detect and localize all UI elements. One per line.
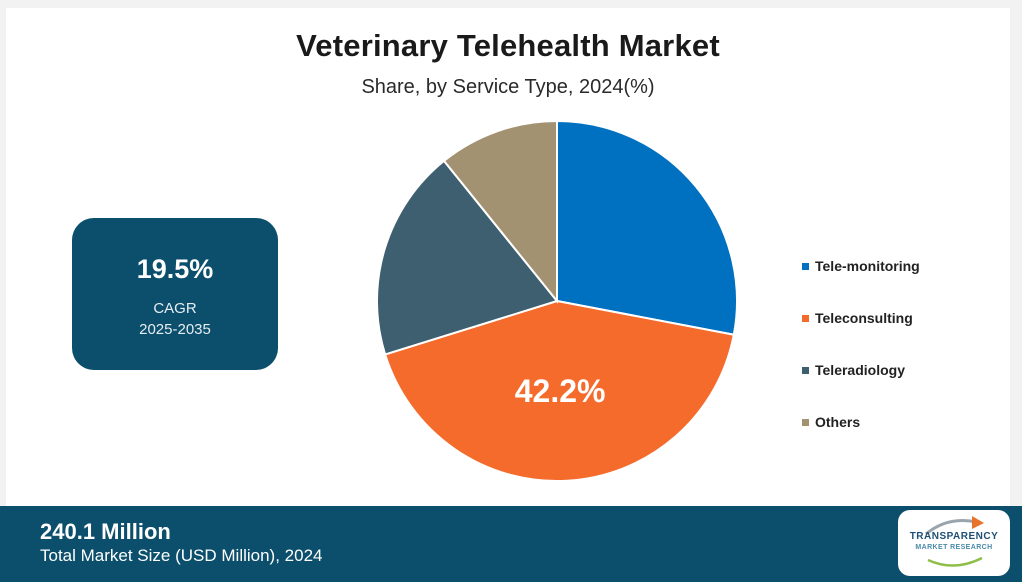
pie-slice-tele-monitoring: [556, 119, 738, 336]
chart-title: Veterinary Telehealth Market: [296, 28, 720, 63]
legend-label-teleradiology: Teleradiology: [815, 362, 905, 378]
chart-card: Veterinary Telehealth Market Share, by S…: [6, 8, 1010, 506]
legend-swatch-teleradiology: [802, 367, 809, 374]
legend-label-others: Others: [815, 414, 861, 430]
pie-slice-others: [442, 119, 558, 304]
cagr-years: 2025-2035: [139, 321, 211, 338]
footer-bar: 240.1 Million Total Market Size (USD Mil…: [0, 506, 1022, 582]
company-logo: TRANSPARENCY MARKET RESEARCH: [898, 510, 1010, 576]
cagr-value: 19.5%: [136, 254, 214, 284]
pie-slice-teleconsulting: [383, 299, 735, 482]
logo-arrow-icon: [925, 516, 984, 567]
market-size-value: 240.1 Million: [40, 519, 171, 544]
pie-chart: 42.2%: [376, 119, 738, 482]
legend-swatch-tele-monitoring: [802, 263, 809, 270]
pie-label-teleconsulting: 42.2%: [515, 373, 606, 409]
logo-text-primary: TRANSPARENCY: [909, 531, 999, 542]
legend-label-teleconsulting: Teleconsulting: [815, 310, 913, 326]
market-size-label: Total Market Size (USD Million), 2024: [40, 546, 323, 565]
legend-swatch-teleconsulting: [802, 315, 809, 322]
pie-slice-teleradiology: [376, 159, 559, 356]
logo-text-secondary: MARKET RESEARCH: [915, 544, 993, 551]
cagr-label: CAGR: [153, 300, 197, 317]
cagr-box: 19.5% CAGR 2025-2035: [72, 218, 278, 370]
legend-swatch-others: [802, 419, 809, 426]
legend-label-tele-monitoring: Tele-monitoring: [815, 258, 920, 274]
chart-subtitle: Share, by Service Type, 2024(%): [361, 76, 655, 98]
